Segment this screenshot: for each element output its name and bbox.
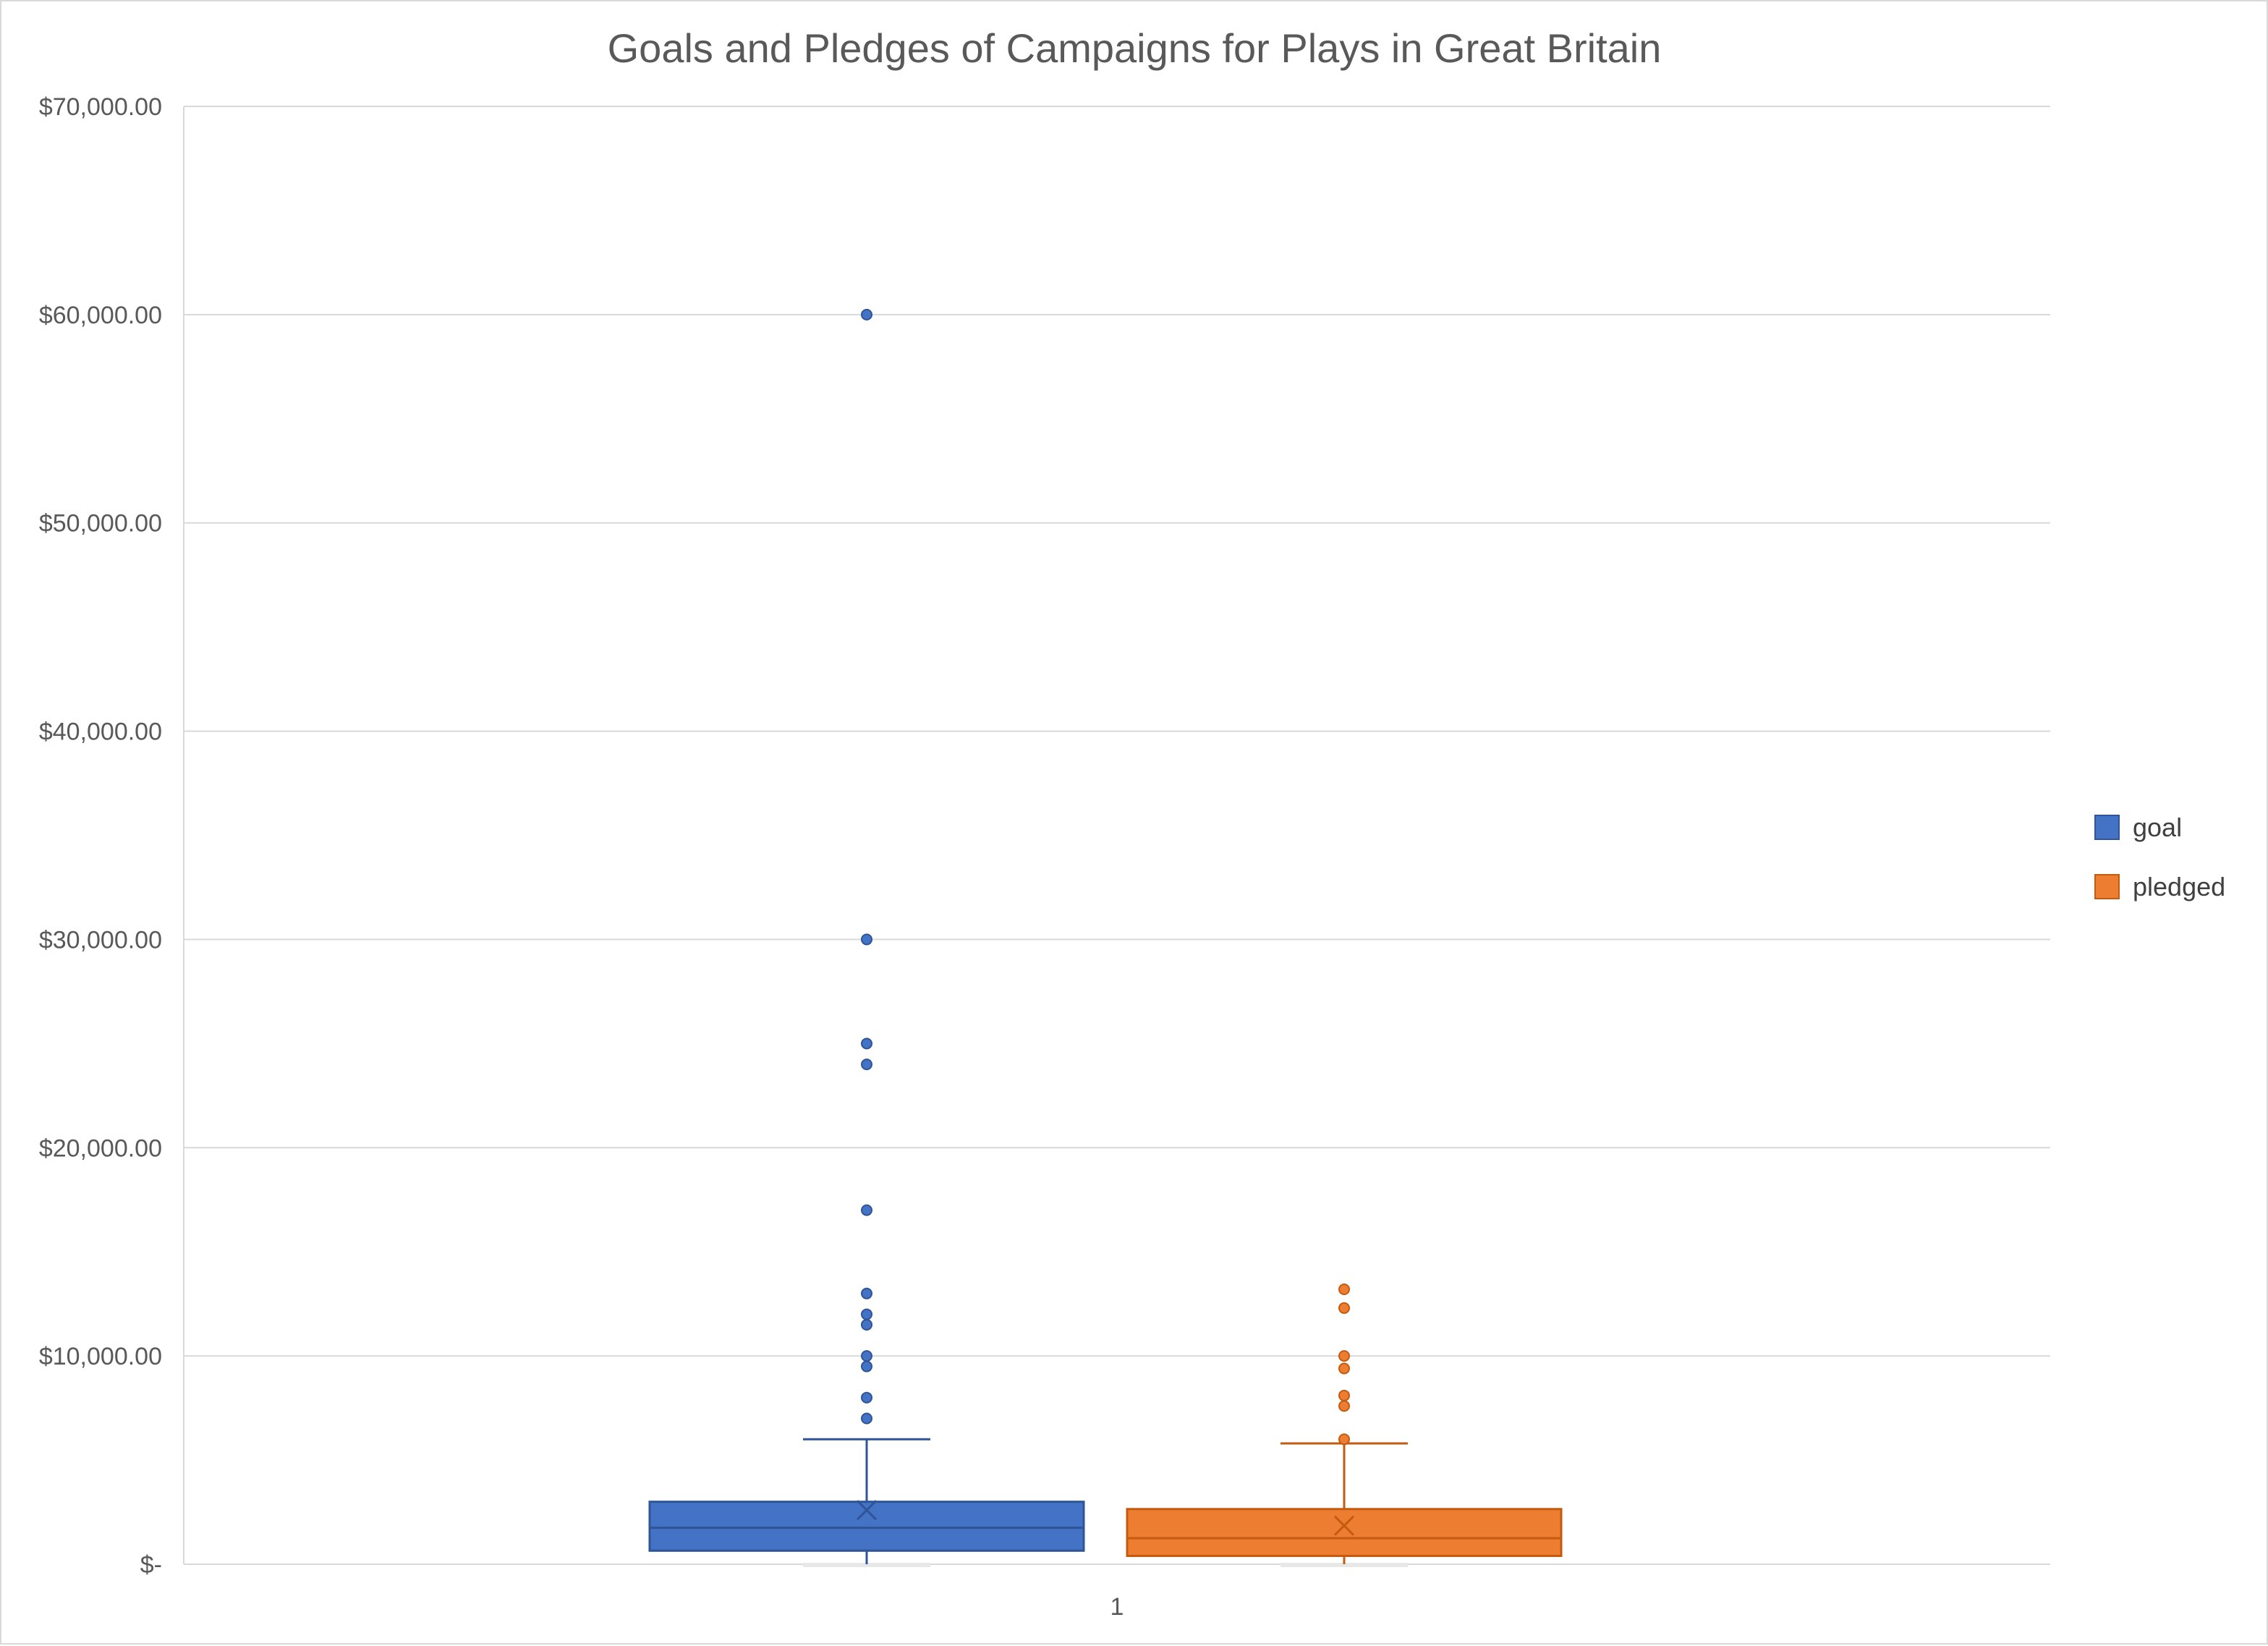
outlier-point: [1338, 1350, 1350, 1362]
legend-item-goal: goal: [2094, 813, 2182, 842]
outlier-point: [861, 933, 872, 946]
outlier-point: [861, 1204, 872, 1216]
outlier-point: [1338, 1433, 1350, 1446]
y-tick-label: $10,000.00: [39, 1343, 162, 1370]
legend-item-pledged: pledged: [2094, 872, 2225, 902]
grid-layer: [184, 106, 2050, 1357]
outlier-point: [861, 1391, 872, 1404]
iqr-box: [1126, 1508, 1563, 1557]
outlier-point: [1338, 1389, 1350, 1401]
y-tick-label: $-: [140, 1551, 162, 1579]
mean-marker: [1333, 1515, 1355, 1536]
outlier-point: [861, 1038, 872, 1050]
legend-swatch: [2094, 874, 2120, 899]
axis-layer: $- $10,000.00 $20,000.00 $30,000.00 $40,000.…: [39, 93, 2050, 1621]
x-tick-label: 1: [1110, 1593, 1124, 1621]
outlier-point: [861, 1059, 872, 1071]
outlier-point: [1338, 1362, 1350, 1375]
outlier-point: [861, 1360, 872, 1373]
outlier-point: [861, 1318, 872, 1331]
outlier-point: [1338, 1302, 1350, 1314]
box-pledged: [1126, 1284, 1563, 1567]
y-tick-label: $30,000.00: [39, 926, 162, 954]
legend-label: goal: [2133, 813, 2182, 842]
outlier-point: [861, 1287, 872, 1299]
legend-swatch: [2094, 815, 2120, 840]
chart-title: Goals and Pledges of Campaigns for Plays…: [608, 25, 1662, 71]
y-tick-label: $60,000.00: [39, 302, 162, 329]
box-layer: [648, 308, 1563, 1567]
outlier-point: [1338, 1284, 1350, 1296]
mean-marker: [856, 1500, 878, 1521]
y-tick-label: $40,000.00: [39, 718, 162, 746]
y-tick-label: $20,000.00: [39, 1134, 162, 1162]
legend: goal pledged: [2094, 813, 2225, 902]
outlier-point: [1338, 1400, 1350, 1412]
legend-label: pledged: [2133, 872, 2225, 902]
outlier-point: [861, 1308, 872, 1320]
y-tick-label: $50,000.00: [39, 510, 162, 538]
outlier-point: [861, 308, 872, 321]
outlier-point: [861, 1350, 872, 1362]
box-goal: [648, 308, 1085, 1567]
y-tick-label: $70,000.00: [39, 93, 162, 121]
outlier-point: [861, 1412, 872, 1425]
